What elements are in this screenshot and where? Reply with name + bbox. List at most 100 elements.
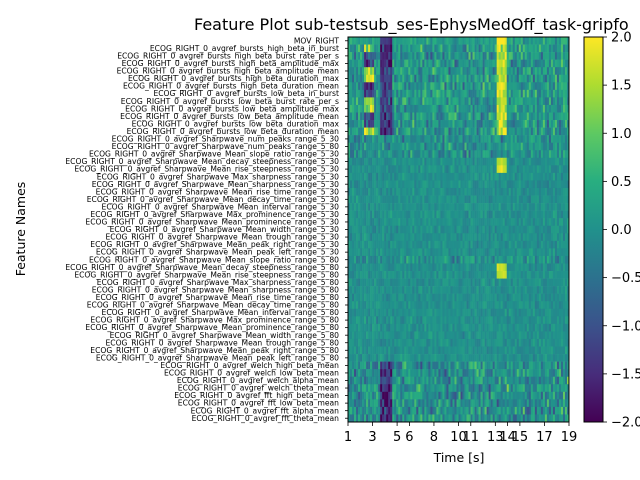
heatmap-cell [404, 112, 407, 121]
heatmap-cell [352, 346, 355, 355]
heatmap-cell [540, 255, 544, 264]
heatmap-cell [356, 187, 359, 196]
heatmap-cell [456, 180, 459, 189]
heatmap-cell [466, 187, 469, 196]
heatmap-cell [374, 97, 377, 106]
heatmap-cell [354, 240, 357, 249]
heatmap-cell [382, 369, 385, 378]
heatmap-cell [452, 361, 455, 370]
heatmap-cell [386, 233, 389, 242]
heatmap-cell [536, 172, 540, 181]
heatmap-cell [492, 346, 495, 355]
heatmap-cell [362, 157, 365, 166]
heatmap-cell [534, 233, 538, 242]
heatmap-cell [554, 361, 558, 370]
heatmap-cell [402, 308, 405, 317]
heatmap-cell [500, 301, 503, 310]
heatmap-cell [398, 172, 401, 181]
heatmap-cell [562, 240, 566, 249]
heatmap-cell [354, 255, 357, 264]
heatmap-cell [510, 354, 514, 362]
heatmap-cell [392, 112, 395, 121]
heatmap-cell [364, 210, 367, 219]
heatmap-cell [522, 361, 526, 370]
heatmap-cell [522, 112, 526, 121]
heatmap-cell [544, 127, 548, 136]
heatmap-cell [530, 195, 534, 204]
heatmap-cell [358, 233, 361, 242]
heatmap-cell [444, 67, 447, 76]
heatmap-cell [436, 346, 439, 355]
heatmap-cell [474, 316, 477, 325]
heatmap-cell [450, 52, 453, 60]
heatmap-cell [470, 248, 473, 257]
heatmap-cell [546, 112, 550, 121]
heatmap-cell [386, 165, 389, 174]
heatmap-cell [424, 120, 427, 128]
heatmap-cell [508, 150, 512, 159]
heatmap-cell [538, 210, 542, 219]
heatmap-cell [548, 369, 552, 378]
heatmap-cell [384, 301, 387, 310]
heatmap-cell [560, 323, 564, 332]
heatmap-cell [420, 301, 423, 310]
heatmap-cell [416, 248, 419, 257]
heatmap-cell [558, 120, 562, 128]
heatmap-cell [498, 203, 501, 211]
heatmap-cell [558, 361, 562, 370]
heatmap-cell [504, 180, 508, 189]
heatmap-cell [454, 346, 457, 355]
heatmap-cell [482, 187, 485, 196]
heatmap-cell [478, 225, 481, 234]
heatmap-cell [464, 172, 467, 181]
heatmap-cell [382, 203, 385, 211]
heatmap-cell [468, 263, 471, 272]
heatmap-cell [468, 240, 471, 249]
heatmap-cell [432, 271, 435, 279]
heatmap-cell [518, 44, 522, 53]
heatmap-cell [562, 263, 566, 272]
heatmap-cell [440, 67, 443, 76]
heatmap-cell [546, 52, 550, 60]
heatmap-cell [386, 369, 389, 378]
heatmap-cell [446, 369, 449, 378]
heatmap-cell [510, 142, 514, 151]
heatmap-cell [392, 44, 395, 53]
heatmap-cell [496, 271, 499, 279]
heatmap-cell [396, 112, 399, 121]
heatmap-cell [514, 338, 518, 347]
heatmap-cell [400, 346, 403, 355]
heatmap-cell [526, 346, 530, 355]
heatmap-cell [378, 248, 381, 257]
heatmap-cell [356, 361, 359, 370]
heatmap-cell [434, 165, 437, 174]
heatmap-cell [400, 104, 403, 113]
heatmap-cell [498, 248, 501, 257]
heatmap-cell [354, 293, 357, 302]
heatmap-cell [470, 286, 473, 294]
heatmap-cell [476, 74, 479, 83]
heatmap-cell [546, 240, 550, 249]
heatmap-cell [392, 323, 395, 332]
heatmap-cell [386, 361, 389, 370]
heatmap-cell [420, 180, 423, 189]
heatmap-cell [462, 293, 465, 302]
heatmap-cell [488, 369, 491, 378]
heatmap-cell [386, 376, 389, 385]
heatmap-cell [402, 165, 405, 174]
heatmap-cell [378, 301, 381, 310]
heatmap-cell [360, 120, 363, 128]
heatmap-cell [374, 346, 377, 355]
heatmap-cell [424, 67, 427, 76]
heatmap-cell [436, 263, 439, 272]
heatmap-cell [424, 376, 427, 385]
heatmap-cell [544, 67, 548, 76]
heatmap-cell [462, 361, 465, 370]
heatmap-cell [566, 301, 570, 310]
heatmap-cell [436, 323, 439, 332]
heatmap-cell [378, 150, 381, 159]
heatmap-cell [558, 67, 562, 76]
heatmap-cell [518, 338, 522, 347]
heatmap-cell [470, 195, 473, 204]
heatmap-cell [546, 89, 550, 98]
